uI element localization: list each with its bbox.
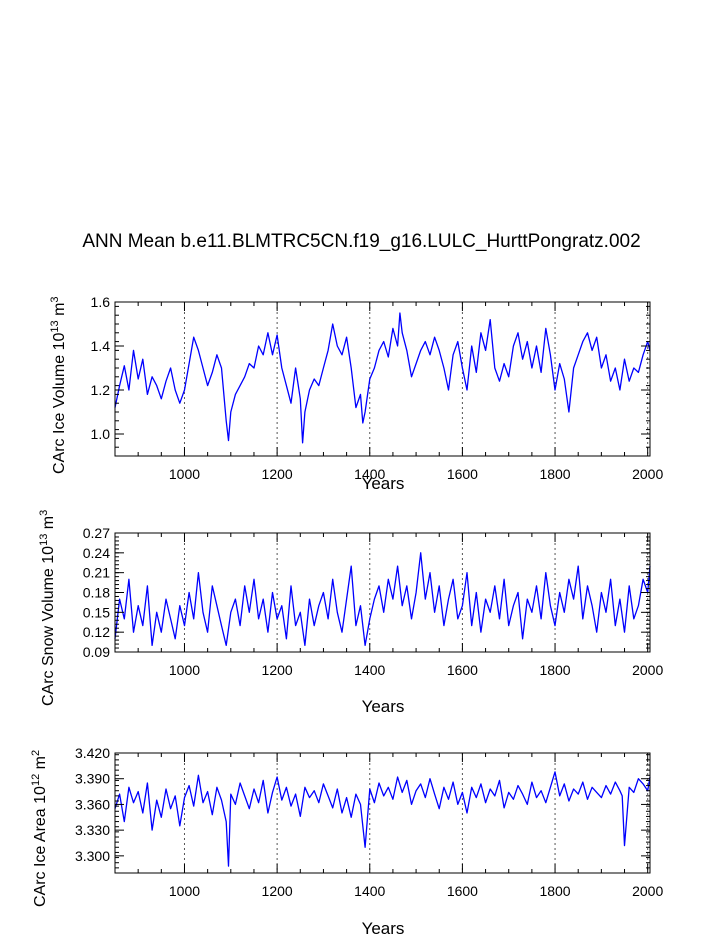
ice-volume-series xyxy=(114,312,651,444)
snow-volume-ytick-label: 0.27 xyxy=(83,525,110,541)
snow-volume-ytick-label: 0.15 xyxy=(83,604,110,620)
ice-volume-ytick-label: 1.4 xyxy=(91,338,111,354)
snow-volume-series-line xyxy=(114,552,651,647)
ice-volume-xtick-label: 1800 xyxy=(539,466,570,482)
ice-area-ytick-label: 3.330 xyxy=(75,822,110,838)
ice-area-ylabel: CArc Ice Area 1012 m2 xyxy=(30,750,49,907)
ice-volume-ticks: 1000 1200 1400 1600 1800 2000 1.0 1.2 1.4 1.6 xyxy=(91,294,664,482)
ice-area-grid xyxy=(183,753,649,873)
ice-area-plot-frame xyxy=(114,752,651,874)
ice-volume-ylabel-base: CArc Ice Volume 10 xyxy=(51,333,68,475)
snow-volume-series xyxy=(114,552,651,647)
ice-volume-xtick-label: 2000 xyxy=(632,466,663,482)
snow-volume-xtick-label: 1000 xyxy=(169,662,200,678)
ice-volume-ytick-label: 1.6 xyxy=(91,294,111,310)
ice-area-ylabel-unit: m xyxy=(32,756,49,769)
snow-volume-plot-frame xyxy=(114,532,651,653)
ice-area-series-line xyxy=(114,771,651,867)
ice-volume-ylabel-unit-exp: 3 xyxy=(49,296,61,302)
ice-area-ytick-label: 3.300 xyxy=(75,848,110,864)
snow-volume-ytick-label: 0.18 xyxy=(83,585,110,601)
ice-volume-xtick-label: 1400 xyxy=(354,466,385,482)
ice-area-ylabel-unit-exp: 2 xyxy=(30,750,42,756)
snow-volume-ytick-label: 0.09 xyxy=(83,644,110,660)
ice-area-xtick-label: 1800 xyxy=(539,883,570,899)
ice-volume-panel: 1000 1200 1400 1600 1800 2000 1.0 1.2 1.4 1.6 Yea… xyxy=(49,294,663,493)
ice-volume-plot-frame xyxy=(114,301,651,457)
ice-area-xtick-label: 2000 xyxy=(632,883,663,899)
ice-volume-ylabel-unit: m xyxy=(51,303,68,316)
ice-volume-xtick-label: 1000 xyxy=(169,466,200,482)
ice-area-ytick-label: 3.360 xyxy=(75,796,110,812)
ice-area-ticks: 1000 1200 1400 1600 1800 2000 3.300 3.330 3.360 3… xyxy=(75,745,664,899)
snow-volume-ylabel-base: CArc Snow Volume 10 xyxy=(40,546,57,706)
ice-area-panel: 1000 1200 1400 1600 1800 2000 3.300 3.330 3.360 3… xyxy=(30,745,663,935)
snow-volume-xtick-label: 1600 xyxy=(447,662,478,678)
snow-volume-panel: 1000 1200 1400 1600 1800 2000 0.09 0.12 0.15 0.18… xyxy=(38,510,663,716)
ice-area-xtick-label: 1600 xyxy=(447,883,478,899)
snow-volume-xtick-label: 1400 xyxy=(354,662,385,678)
ice-volume-xtick-label: 1600 xyxy=(447,466,478,482)
ice-volume-ylabel: CArc Ice Volume 1013 m3 xyxy=(49,296,68,474)
ice-volume-ytick-label: 1.2 xyxy=(91,382,111,398)
ice-volume-series-line xyxy=(114,312,651,444)
snow-volume-ylabel-exp: 13 xyxy=(38,534,50,546)
ice-volume-xtick-label: 1200 xyxy=(262,466,293,482)
snow-volume-ticks: 1000 1200 1400 1600 1800 2000 0.09 0.12 0.15 0.18… xyxy=(83,525,664,678)
ice-area-ylabel-exp: 12 xyxy=(30,774,42,786)
ice-volume-grid xyxy=(183,302,649,456)
chart-title: ANN Mean b.e11.BLMTRC5CN.f19_g16.LULC_Hu… xyxy=(82,231,641,252)
ice-volume-ytick-label: 1.0 xyxy=(91,426,111,442)
ice-area-xlabel: Years xyxy=(362,919,405,935)
ice-area-ytick-label: 3.420 xyxy=(75,745,110,761)
ice-area-ytick-label: 3.390 xyxy=(75,771,110,787)
ice-area-xtick-label: 1400 xyxy=(354,883,385,899)
ice-volume-ylabel-exp: 13 xyxy=(49,320,61,332)
snow-volume-ylabel: CArc Snow Volume 1013 m3 xyxy=(38,510,57,706)
snow-volume-xtick-label: 1200 xyxy=(262,662,293,678)
snow-volume-ytick-label: 0.24 xyxy=(83,545,110,561)
snow-volume-ylabel-unit-exp: 3 xyxy=(38,510,50,516)
ice-area-xtick-label: 1000 xyxy=(169,883,200,899)
ice-area-series xyxy=(114,771,651,867)
snow-volume-xtick-label: 2000 xyxy=(632,662,663,678)
ice-area-ylabel-base: CArc Ice Area 10 xyxy=(32,786,49,907)
snow-volume-ytick-label: 0.12 xyxy=(83,624,110,640)
snow-volume-xlabel: Years xyxy=(362,697,405,716)
snow-volume-ylabel-unit: m xyxy=(40,516,57,529)
snow-volume-ytick-label: 0.21 xyxy=(83,565,110,581)
snow-volume-xtick-label: 1800 xyxy=(539,662,570,678)
ice-volume-xlabel: Years xyxy=(362,474,405,493)
ice-area-xtick-label: 1200 xyxy=(262,883,293,899)
